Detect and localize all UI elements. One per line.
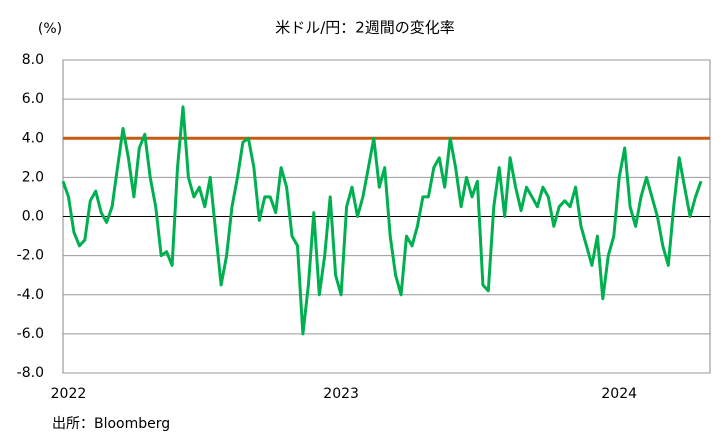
y-tick-label: -6.0 xyxy=(17,326,44,342)
y-unit: (%) xyxy=(38,21,62,37)
x-tick-label: 2022 xyxy=(51,386,87,402)
y-tick-label: 2.0 xyxy=(22,169,44,185)
y-tick-label: -4.0 xyxy=(17,287,44,303)
y-tick-label: 8.0 xyxy=(22,52,44,68)
chart-title: 米ドル/円：2週間の変化率 xyxy=(275,19,455,37)
source: 出所：Bloomberg xyxy=(52,416,170,432)
x-tick-label: 2023 xyxy=(323,386,359,402)
y-tick-label: -2.0 xyxy=(17,248,44,264)
y-tick-label: 4.0 xyxy=(22,130,44,146)
data-line xyxy=(61,105,703,336)
y-tick-label: 6.0 xyxy=(22,91,44,107)
y-tick-label: 0.0 xyxy=(22,209,44,225)
x-tick-label: 2024 xyxy=(601,386,637,402)
y-tick-label: -8.0 xyxy=(17,365,44,381)
